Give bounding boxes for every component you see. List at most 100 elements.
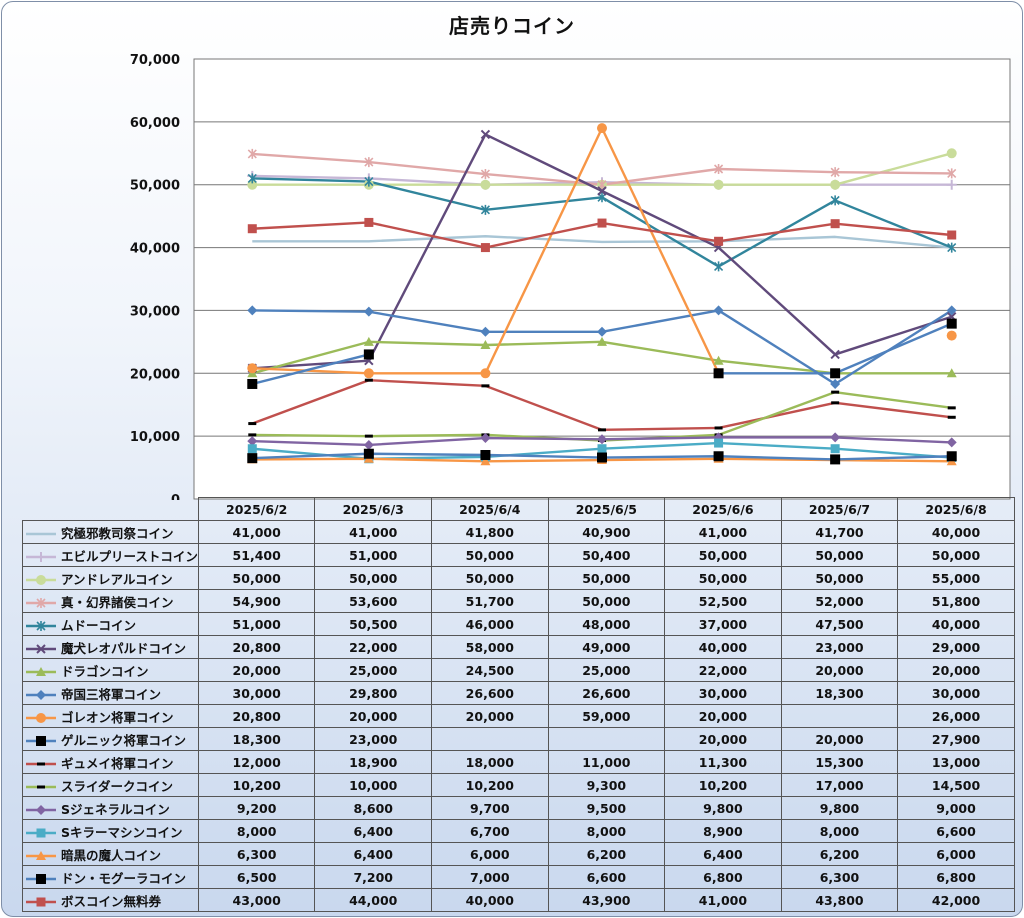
data-label: 6,600 [547, 865, 666, 889]
data-label: 50,000 [431, 566, 549, 590]
legend-marker [36, 713, 46, 723]
table-row: ゴレオン将軍コイン 20,800 20,000 20,000 59,000 20,000 2… [22, 704, 1015, 728]
table-row: アンドレアルコイン 50,000 50,000 50,000 50,000 50,000 5… [22, 566, 1015, 590]
data-label: 43,900 [547, 888, 666, 912]
series-name: ドン・モグーラコイン [61, 870, 187, 886]
data-label: 14,500 [897, 773, 1015, 797]
legend-key-icon [25, 666, 57, 678]
legend-entry: 帝国三将軍コイン [22, 681, 199, 705]
data-label: 22,000 [314, 635, 433, 659]
data-point [363, 448, 374, 459]
data-label: 20,000 [897, 658, 1015, 682]
data-point [597, 434, 607, 445]
data-label: 6,800 [897, 865, 1015, 889]
legend-entry: Sキラーマシンコイン [22, 819, 199, 843]
data-point [830, 432, 841, 443]
data-point [947, 406, 956, 410]
data-label: 6,800 [664, 865, 782, 889]
data-label: 6,300 [780, 865, 899, 889]
data-label: 26,600 [547, 681, 666, 705]
legend-entry: スライダークコイン [22, 773, 199, 797]
x-category-label: 2025/6/3 [314, 497, 433, 521]
x-category-label: 2025/6/8 [897, 497, 1015, 521]
series-name: 魔犬レオパルドコイン [61, 640, 187, 656]
data-point [364, 176, 374, 187]
data-point [364, 217, 374, 227]
legend-entry: 究極邪教司祭コイン [22, 520, 199, 544]
x-category-label: 2025/6/4 [431, 497, 549, 521]
legend-key-icon [25, 896, 57, 908]
legend-entry: ギュメイ将軍コイン [22, 750, 199, 774]
data-point [946, 179, 957, 190]
legend-key-icon [25, 827, 57, 839]
data-label: 40,000 [897, 612, 1015, 636]
data-label: 6,300 [197, 842, 316, 866]
data-label: 41,000 [664, 520, 782, 544]
data-label: 50,000 [547, 566, 666, 590]
data-label: 58,000 [431, 635, 549, 659]
data-point [831, 390, 840, 394]
data-point [480, 129, 491, 140]
data-label: 18,900 [314, 750, 433, 774]
y-tick-label: 0 [171, 493, 180, 500]
y-tick-label: 20,000 [130, 367, 180, 382]
data-label: 51,000 [197, 612, 316, 636]
table-row: 魔犬レオパルドコイン 20,800 22,000 58,000 49,000 40,000… [22, 635, 1015, 659]
data-point [947, 415, 956, 419]
data-point [714, 261, 724, 272]
data-label [431, 727, 549, 751]
data-label: 26,000 [897, 704, 1015, 728]
y-tick-label: 70,000 [130, 53, 180, 68]
data-label: 26,600 [431, 681, 549, 705]
data-label: 10,000 [314, 773, 433, 797]
data-point [363, 336, 374, 346]
table-row: 暗黒の魔人コイン 6,300 6,400 6,000 6,200 6,400 6,200 6,… [22, 842, 1015, 866]
legend-key-icon [25, 689, 57, 701]
data-label: 15,300 [780, 750, 899, 774]
table-row: ドラゴンコイン 20,000 25,000 24,500 25,000 22,000 20,… [22, 658, 1015, 682]
legend-entry: Sジェネラルコイン [22, 796, 199, 820]
table-row: ムドーコイン 51,000 50,500 46,000 48,000 37,000 47,5… [22, 612, 1015, 636]
data-point [480, 243, 490, 253]
data-label: 9,500 [547, 796, 666, 820]
data-label: 9,300 [547, 773, 666, 797]
legend-entry: 真・幻界諸侯コイン [22, 589, 199, 613]
data-label: 50,500 [314, 612, 433, 636]
data-point [247, 453, 258, 464]
data-label: 52,000 [780, 589, 899, 613]
data-label: 18,300 [780, 681, 899, 705]
data-label: 20,000 [664, 704, 782, 728]
data-point [480, 368, 491, 379]
legend-marker [36, 667, 46, 676]
data-point [946, 148, 957, 159]
data-point [830, 167, 840, 178]
data-label: 6,000 [897, 842, 1015, 866]
data-label: 50,400 [547, 543, 666, 567]
data-label: 51,400 [197, 543, 316, 567]
data-label: 54,900 [197, 589, 316, 613]
series-name: ゲルニック将軍コイン [61, 732, 187, 748]
data-point [597, 326, 607, 337]
data-label: 55,000 [897, 566, 1015, 590]
legend-key-icon [25, 758, 57, 770]
data-label: 50,000 [197, 566, 316, 590]
x-category-label: 2025/6/6 [664, 497, 782, 521]
data-point [946, 330, 957, 341]
data-label: 8,000 [780, 819, 899, 843]
data-label: 10,200 [431, 773, 549, 797]
data-point [946, 368, 957, 378]
data-label: 25,000 [547, 658, 666, 682]
data-point [247, 363, 258, 374]
table-row: ドン・モグーラコイン 6,500 7,200 7,000 6,600 6,800 6,300… [22, 865, 1015, 889]
data-label: 9,200 [197, 796, 316, 820]
data-point [598, 428, 606, 432]
data-label: 49,000 [547, 635, 666, 659]
data-point [597, 444, 607, 454]
data-label: 52,500 [664, 589, 782, 613]
legend-marker [36, 598, 46, 608]
legend-marker [36, 621, 46, 631]
data-label: 23,000 [314, 727, 433, 751]
legend-key-icon [25, 804, 57, 816]
series-name: 暗黒の魔人コイン [61, 847, 162, 863]
data-point [363, 368, 374, 379]
